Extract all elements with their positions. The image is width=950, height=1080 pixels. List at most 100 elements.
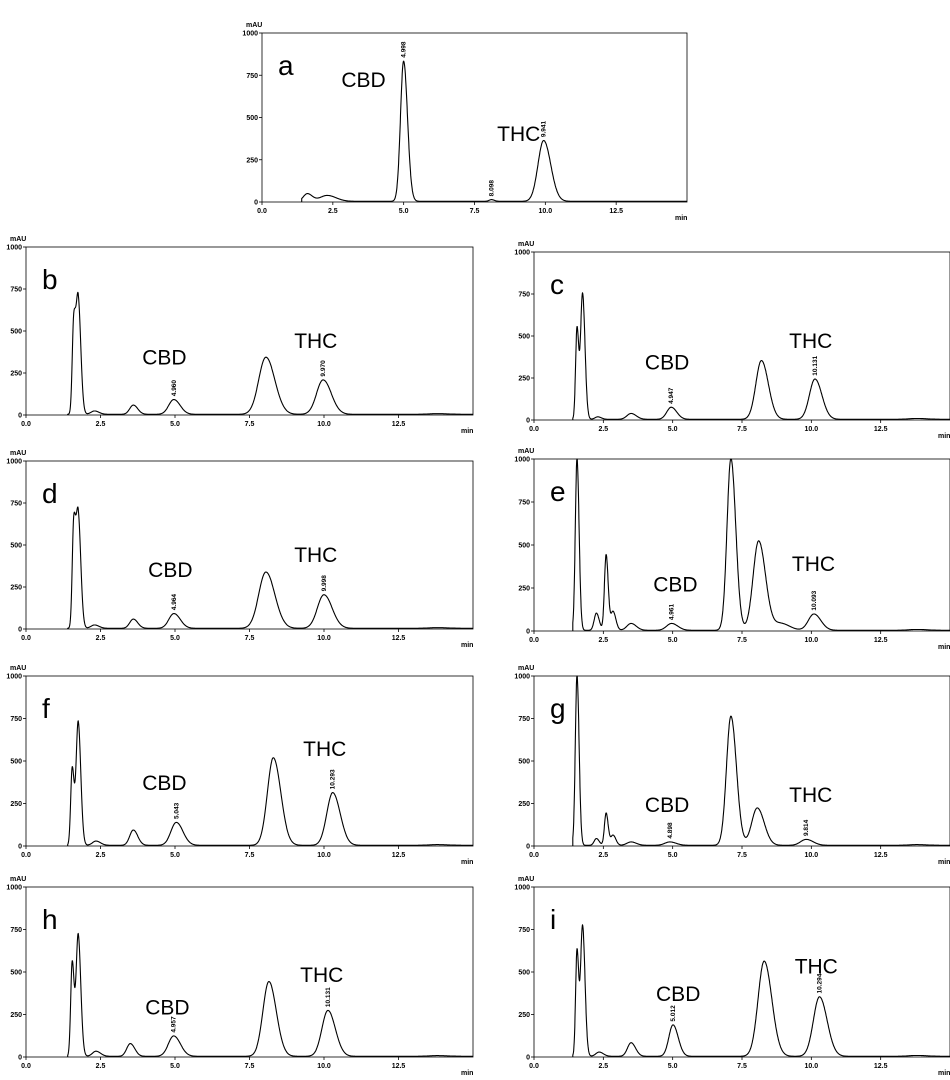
y-unit-label: mAU bbox=[518, 665, 534, 672]
retention-time-label: 4.960 bbox=[171, 380, 178, 397]
y-tick-label: 500 bbox=[518, 334, 530, 341]
x-tick-label: 7.5 bbox=[470, 208, 480, 215]
y-tick-label: 250 bbox=[246, 157, 258, 164]
panel-letter: h bbox=[42, 904, 58, 935]
retention-time-label: 10.293 bbox=[330, 769, 337, 789]
retention-time-label: 4.961 bbox=[669, 603, 676, 620]
y-tick-label: 250 bbox=[518, 801, 530, 808]
thc-label: THC bbox=[789, 784, 832, 807]
chromatogram-trace bbox=[67, 506, 474, 629]
y-tick-label: 1000 bbox=[242, 31, 258, 38]
thc-label: THC bbox=[294, 330, 337, 353]
chromatogram-trace bbox=[67, 291, 474, 415]
x-unit-label: min bbox=[938, 433, 950, 440]
plot-frame bbox=[25, 246, 474, 416]
y-unit-label: mAU bbox=[246, 22, 262, 29]
x-tick-label: 0.0 bbox=[21, 852, 31, 859]
y-tick-label: 250 bbox=[518, 1012, 530, 1019]
retention-time-label: 9.941 bbox=[541, 121, 548, 138]
x-tick-label: 2.5 bbox=[328, 208, 338, 215]
x-tick-label: 7.5 bbox=[245, 852, 255, 859]
panel-h: mAU 0 250 500 750 1000 0.0 2.5 5.0 7.5 10.0 12.5 min… bbox=[6, 876, 474, 1077]
cbd-label: CBD bbox=[656, 983, 700, 1006]
y-tick-label: 0 bbox=[18, 1055, 22, 1062]
x-tick-label: 2.5 bbox=[96, 852, 106, 859]
panel-g: mAU 0 250 500 750 1000 0.0 2.5 5.0 7.5 10.0 12.5 min… bbox=[514, 665, 950, 866]
x-tick-label: 0.0 bbox=[529, 1063, 539, 1070]
cbd-label: CBD bbox=[142, 347, 186, 370]
cbd-label: CBD bbox=[142, 772, 186, 795]
x-tick-label: 2.5 bbox=[96, 421, 106, 428]
x-tick-label: 0.0 bbox=[257, 208, 267, 215]
x-unit-label: min bbox=[675, 215, 687, 222]
x-tick-label: 2.5 bbox=[96, 1063, 106, 1070]
retention-time-label: 4.947 bbox=[668, 387, 675, 404]
y-tick-label: 1000 bbox=[6, 459, 22, 466]
cbd-label: CBD bbox=[148, 559, 192, 582]
y-unit-label: mAU bbox=[10, 876, 26, 883]
y-tick-label: 0 bbox=[526, 844, 530, 851]
x-tick-label: 10.0 bbox=[317, 1063, 331, 1070]
x-tick-label: 10.0 bbox=[805, 852, 819, 859]
x-tick-label: 2.5 bbox=[598, 852, 608, 859]
panel-letter: c bbox=[550, 269, 564, 300]
chromatogram-trace bbox=[572, 458, 950, 631]
x-tick-label: 7.5 bbox=[245, 1063, 255, 1070]
x-tick-label: 12.5 bbox=[392, 635, 406, 642]
y-unit-label: mAU bbox=[518, 876, 534, 883]
chromatogram-trace bbox=[572, 675, 950, 846]
y-tick-label: 500 bbox=[246, 115, 258, 122]
retention-time-label: 10.294 bbox=[816, 973, 823, 993]
thc-label: THC bbox=[294, 544, 337, 567]
x-unit-label: min bbox=[938, 859, 950, 866]
x-tick-label: 5.0 bbox=[170, 421, 180, 428]
y-tick-label: 750 bbox=[10, 501, 22, 508]
x-tick-label: 5.0 bbox=[668, 426, 678, 433]
panel-f: mAU 0 250 500 750 1000 0.0 2.5 5.0 7.5 10.0 12.5 min… bbox=[6, 665, 473, 866]
x-tick-label: 7.5 bbox=[737, 426, 747, 433]
y-tick-label: 250 bbox=[10, 371, 22, 378]
x-tick-label: 10.0 bbox=[317, 421, 331, 428]
cbd-label: CBD bbox=[341, 69, 385, 92]
y-tick-label: 500 bbox=[518, 759, 530, 766]
retention-time-label: 5.012 bbox=[670, 1005, 677, 1022]
y-tick-label: 0 bbox=[18, 413, 22, 420]
x-tick-label: 5.0 bbox=[170, 635, 180, 642]
x-unit-label: min bbox=[461, 428, 473, 435]
x-tick-label: 7.5 bbox=[245, 635, 255, 642]
y-unit-label: mAU bbox=[518, 448, 534, 455]
x-tick-label: 0.0 bbox=[529, 426, 539, 433]
x-tick-label: 12.5 bbox=[392, 1063, 406, 1070]
panel-letter: g bbox=[550, 693, 566, 724]
panel-letter: a bbox=[278, 50, 294, 81]
thc-label: THC bbox=[300, 964, 343, 987]
y-unit-label: mAU bbox=[10, 236, 26, 243]
chromatogram-trace bbox=[67, 932, 474, 1057]
x-tick-label: 7.5 bbox=[245, 421, 255, 428]
y-unit-label: mAU bbox=[10, 665, 26, 672]
x-tick-label: 0.0 bbox=[21, 421, 31, 428]
panel-letter: f bbox=[42, 693, 50, 724]
retention-time-label: 4.964 bbox=[171, 594, 178, 611]
y-tick-label: 1000 bbox=[6, 885, 22, 892]
x-tick-label: 2.5 bbox=[598, 426, 608, 433]
y-tick-label: 250 bbox=[518, 586, 530, 593]
x-tick-label: 12.5 bbox=[392, 421, 406, 428]
x-tick-label: 12.5 bbox=[609, 208, 623, 215]
panel-letter: e bbox=[550, 476, 566, 507]
x-tick-label: 10.0 bbox=[805, 426, 819, 433]
retention-time-label: 10.131 bbox=[812, 355, 819, 375]
y-tick-label: 250 bbox=[10, 585, 22, 592]
y-tick-label: 1000 bbox=[514, 674, 530, 681]
y-tick-label: 500 bbox=[10, 543, 22, 550]
x-tick-label: 0.0 bbox=[529, 637, 539, 644]
y-tick-label: 0 bbox=[526, 418, 530, 425]
thc-label: THC bbox=[789, 330, 832, 353]
thc-label: THC bbox=[792, 553, 835, 576]
x-tick-label: 2.5 bbox=[598, 1063, 608, 1070]
y-tick-label: 750 bbox=[246, 73, 258, 80]
x-tick-label: 12.5 bbox=[874, 426, 888, 433]
y-unit-label: mAU bbox=[10, 450, 26, 457]
